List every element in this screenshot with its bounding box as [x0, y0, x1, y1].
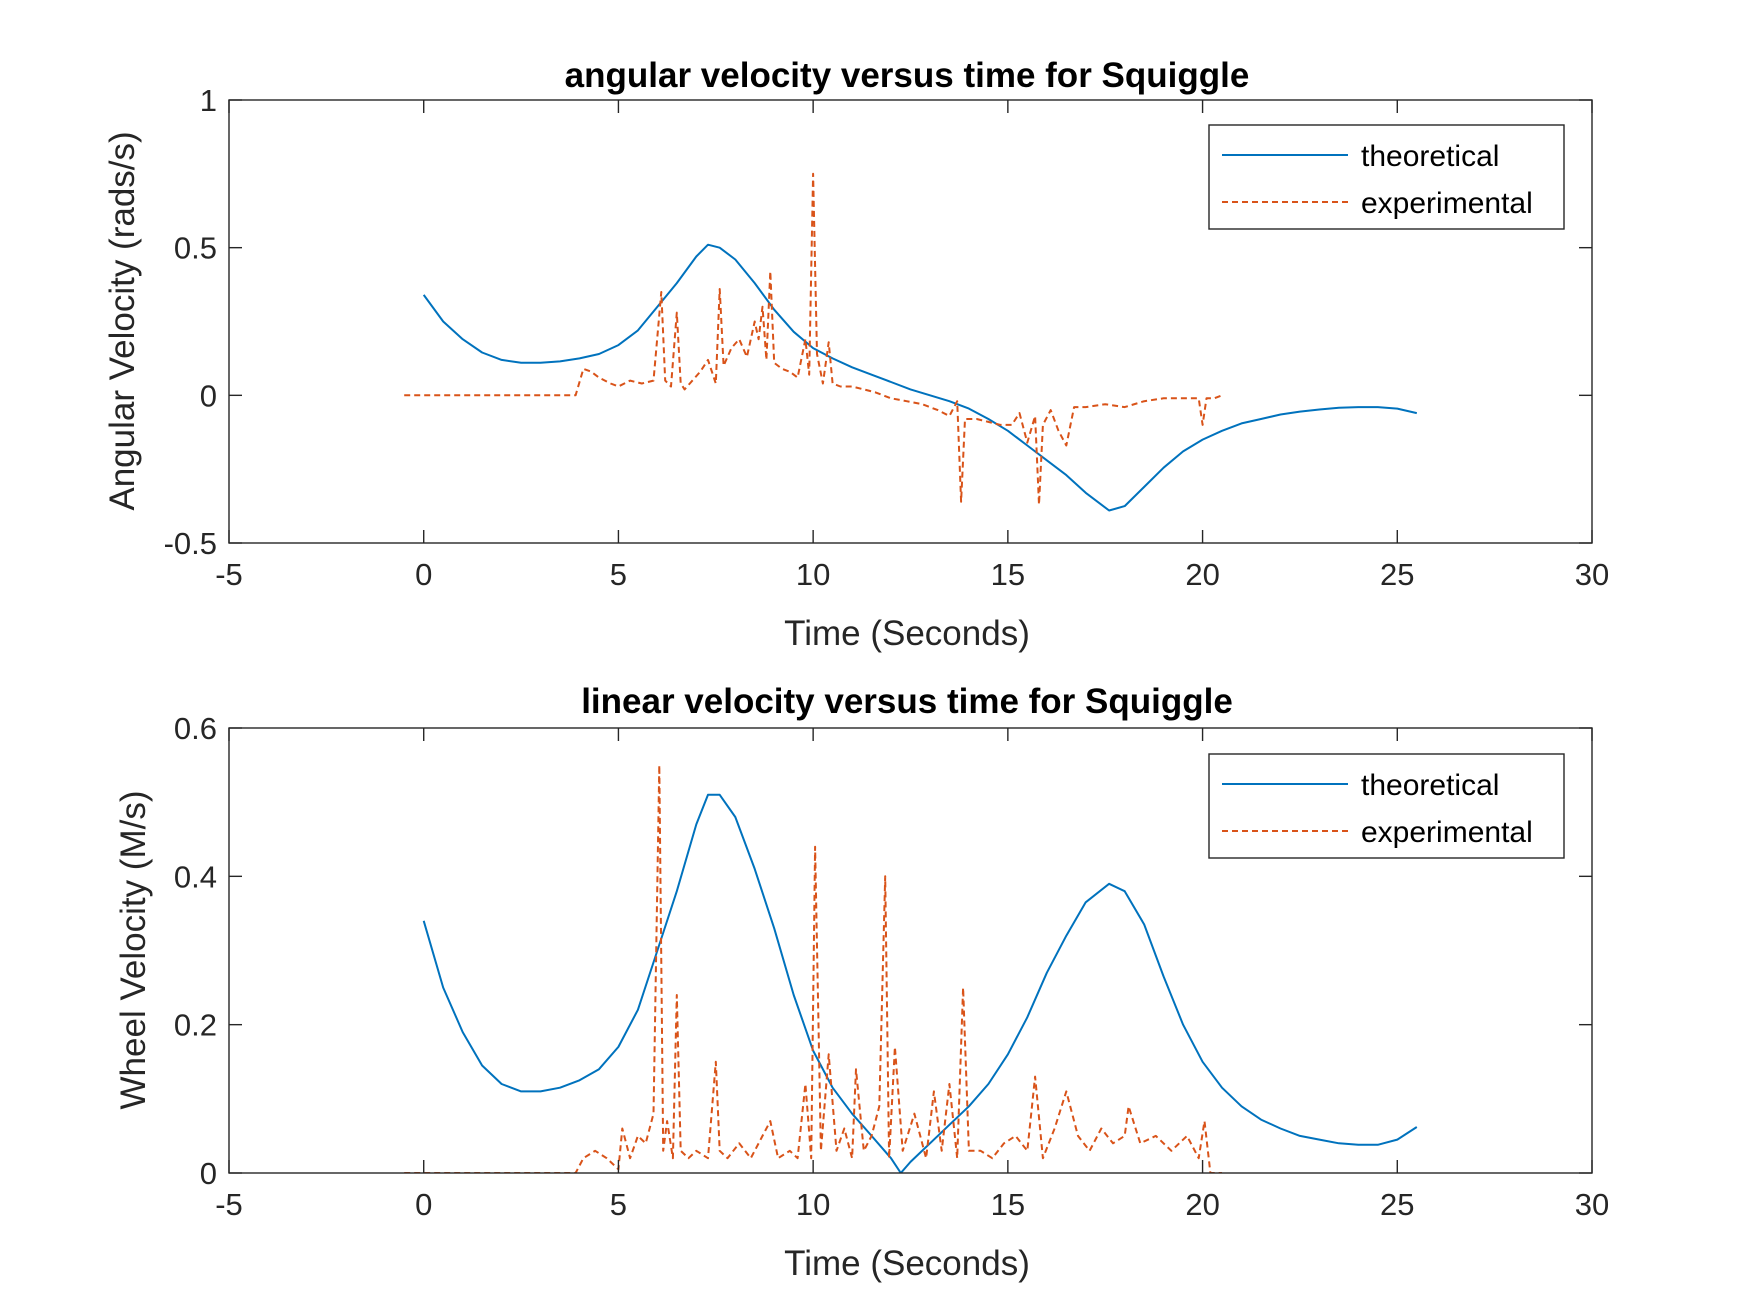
linear-x-tick-label: 5: [610, 1187, 627, 1222]
angular-y-tick-label: 1: [200, 83, 217, 118]
angular-x-tick-label: 30: [1575, 557, 1609, 592]
angular-x-axis-label: Time (Seconds): [784, 614, 1030, 653]
angular-y-tick-label: 0.5: [174, 231, 217, 266]
angular-axes-box: [228, 99, 1593, 544]
angular-legend: theoretical experimental: [1208, 124, 1565, 230]
linear-x-tick-label: 15: [991, 1187, 1025, 1222]
angular-velocity-subplot: angular velocity versus time for Squiggl…: [103, 56, 1609, 653]
angular-x-tick-label: 10: [796, 557, 830, 592]
angular-x-tick-label: 25: [1380, 557, 1414, 592]
angular-series-experimental-line: [404, 172, 1223, 506]
angular-legend-experimental-label: experimental: [1361, 187, 1533, 220]
angular-x-tick-label: 20: [1185, 557, 1219, 592]
angular-x-tick-label: -5: [215, 557, 243, 592]
linear-x-tick-label: 30: [1575, 1187, 1609, 1222]
linear-x-tick-label: 20: [1185, 1187, 1219, 1222]
angular-chart-title: angular velocity versus time for Squiggl…: [565, 56, 1250, 95]
angular-legend-theoretical-label: theoretical: [1361, 140, 1499, 173]
linear-x-axis-label: Time (Seconds): [784, 1244, 1030, 1283]
linear-x-tick-label: -5: [215, 1187, 243, 1222]
linear-legend-experimental-label: experimental: [1361, 816, 1533, 849]
linear-y-tick-label: 0.2: [174, 1008, 217, 1043]
angular-y-tick-label: 0: [200, 378, 217, 413]
linear-x-tick-label: 25: [1380, 1187, 1414, 1222]
angular-tick-group: -5 0 5 10 15 20 25 30 -0.5 0 0.5 1: [164, 83, 1610, 592]
angular-x-tick-label: 5: [610, 557, 627, 592]
angular-series-theoretical-line: [422, 243, 1418, 512]
linear-legend: theoretical experimental: [1208, 753, 1565, 859]
linear-series-experimental-line: [404, 764, 1222, 1173]
angular-series-group: [404, 172, 1418, 512]
angular-y-axis-label: Angular Velocity (rads/s): [103, 131, 142, 510]
linear-y-axis-label: Wheel Velocity (M/s): [114, 791, 153, 1110]
linear-legend-theoretical-label: theoretical: [1361, 769, 1499, 802]
linear-y-tick-label: 0: [200, 1156, 217, 1191]
linear-y-tick-label: 0.6: [174, 711, 217, 746]
linear-series-group: [404, 764, 1418, 1173]
linear-x-tick-label: 10: [796, 1187, 830, 1222]
angular-x-tick-label: 15: [991, 557, 1025, 592]
linear-legend-box: [1208, 753, 1565, 859]
linear-series-theoretical-line: [422, 793, 1418, 1173]
linear-y-tick-label: 0.4: [174, 859, 217, 894]
linear-x-tick-label: 0: [415, 1187, 432, 1222]
linear-velocity-subplot: linear velocity versus time for Squiggle…: [114, 682, 1609, 1283]
angular-y-tick-label: -0.5: [164, 526, 217, 561]
linear-chart-title: linear velocity versus time for Squiggle: [581, 682, 1233, 721]
angular-x-tick-label: 0: [415, 557, 432, 592]
angular-legend-box: [1208, 124, 1565, 230]
linear-axes-box: [228, 727, 1593, 1174]
